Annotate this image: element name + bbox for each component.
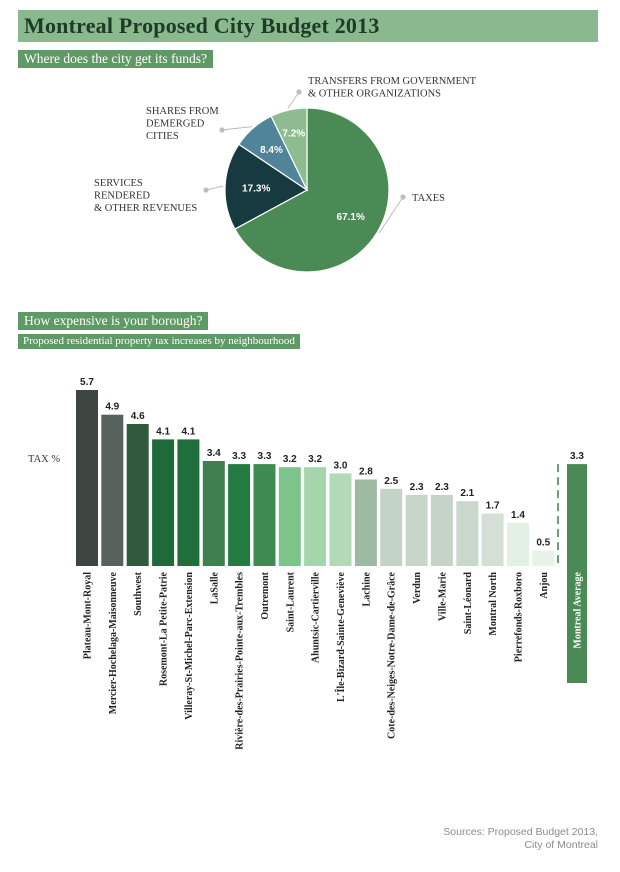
bar-14	[430, 495, 453, 566]
average-bar-label: Montreal Average	[573, 571, 584, 648]
bar-value-label-6: 3.3	[232, 451, 246, 462]
bar-9	[304, 467, 327, 566]
bar-category-label-0: Plateau-Mont-Royal	[83, 572, 94, 659]
bar-value-label-0: 5.7	[80, 377, 94, 388]
bar-category-label-13: Verdun	[412, 572, 423, 604]
bar-category-label-4: Villeray-St-Michel-Parc-Extension	[184, 572, 195, 720]
bar-value-label-12: 2.5	[384, 476, 398, 487]
bar-category-label-11: Lachine	[361, 571, 372, 606]
bar-chart: 5.7 Plateau-Mont-Royal 4.9 Mercier-Hochelag…	[28, 377, 587, 750]
bar-value-label-4: 4.1	[181, 426, 195, 437]
bar-17	[507, 522, 529, 566]
pie-slice-3	[270, 107, 308, 191]
bar-3	[152, 439, 175, 566]
bar-16	[481, 513, 504, 566]
average-bar	[567, 464, 587, 683]
sources-note: Sources: Proposed Budget 2013, City of M…	[443, 826, 598, 852]
pie-heading: Where does the city get its funds?	[18, 50, 213, 68]
bar-value-label-17: 1.4	[511, 510, 525, 521]
bar-4	[177, 439, 200, 566]
y-axis-label: TAX %	[28, 454, 60, 465]
pie-leader-dot-2	[219, 127, 225, 133]
sources-line-1: Sources: Proposed Budget 2013,	[443, 826, 598, 838]
bar-heading: How expensive is your borough?	[18, 312, 209, 330]
pie-leader-line-0	[378, 196, 404, 234]
bar-2	[126, 424, 149, 566]
pie-category-label-0: TAXES	[412, 193, 445, 204]
pie-slice-0	[234, 107, 390, 273]
bar-5	[202, 461, 225, 566]
bar-category-label-6: Rivière-des-Prairies-Pointe-aux-Trembles	[235, 572, 246, 750]
bar-8	[278, 467, 301, 566]
bar-value-label-7: 3.3	[258, 451, 272, 462]
bar-value-label-15: 2.1	[460, 488, 474, 499]
bar-category-label-16: Montral North	[488, 572, 499, 636]
bar-value-label-13: 2.3	[410, 482, 424, 493]
pie-value-label-3: 7.2%	[282, 129, 305, 140]
bar-15	[456, 501, 479, 566]
pie-category-label-1: SERVICES RENDERED & OTHER REVENUES	[94, 178, 197, 214]
bar-0	[76, 390, 98, 566]
pie-value-label-1: 17.3%	[242, 184, 270, 195]
pie-slice-1	[224, 143, 309, 230]
bar-category-label-15: Saint-Léonard	[463, 572, 474, 635]
pie-chart: 67.1% TAXES 17.3% SERVICES RENDERED & OTHER R…	[94, 76, 477, 273]
bar-value-label-10: 3.0	[334, 460, 348, 471]
pie-value-label-2: 8.4%	[260, 145, 283, 156]
bar-10	[329, 473, 352, 566]
bar-value-label-14: 2.3	[435, 482, 449, 493]
pie-leader-dot-1	[203, 187, 209, 193]
pie-leader-dot-3	[296, 89, 302, 95]
bar-category-label-2: Southwest	[133, 571, 144, 616]
bar-category-label-10: L'Île-Bizard-Sainte-Geneviève	[335, 571, 347, 702]
bar-12	[380, 488, 403, 566]
bar-category-label-17: Pierrefonds-Roxboro	[514, 572, 525, 662]
bar-value-label-3: 4.1	[156, 426, 170, 437]
bar-1	[101, 414, 124, 566]
bar-value-label-16: 1.7	[486, 501, 500, 512]
bar-value-label-1: 4.9	[105, 402, 119, 413]
bar-category-label-9: Ahuntsic-Cartierville	[311, 571, 322, 663]
pie-category-label-3: TRANSFERS FROM GOVERNMENT & OTHER ORGANIZ…	[308, 76, 477, 100]
bar-category-label-14: Ville-Marie	[437, 571, 448, 621]
pie-value-label-0: 67.1%	[337, 212, 365, 223]
bar-category-label-18: Anjou	[539, 572, 550, 599]
pie-leader-dot-0	[400, 194, 406, 200]
bar-value-label-2: 4.6	[131, 411, 145, 422]
bar-11	[354, 479, 377, 566]
page-title: Montreal Proposed City Budget 2013	[24, 13, 380, 38]
bar-category-label-5: LaSalle	[209, 571, 220, 604]
bar-13	[405, 495, 428, 566]
bar-category-label-12: Cote-des-Neiges-Notre-Dame-de-Grâce	[387, 571, 398, 739]
bar-value-label-9: 3.2	[308, 454, 322, 465]
pie-leader-line-3	[287, 91, 300, 109]
bar-value-label-11: 2.8	[359, 467, 373, 478]
bar-subheading: Proposed residential property tax increa…	[18, 334, 300, 349]
sources-line-2: City of Montreal	[524, 839, 598, 851]
average-value-label: 3.3	[570, 451, 584, 462]
bar-value-label-5: 3.4	[207, 448, 221, 459]
bar-value-label-18: 0.5	[536, 538, 550, 549]
pie-leader-line-1	[205, 185, 224, 191]
bar-category-label-7: Outremont	[260, 571, 271, 619]
bar-7	[253, 464, 276, 566]
bar-value-label-8: 3.2	[283, 454, 297, 465]
pie-category-label-2: SHARES FROM DEMERGED CITIES	[146, 106, 219, 142]
bar-category-label-3: Rosemont-La Petite-Patrie	[159, 571, 170, 686]
bar-6	[228, 464, 251, 566]
pie-leader-line-2	[221, 126, 252, 131]
title-bar: Montreal Proposed City Budget 2013	[18, 10, 598, 42]
bar-18	[532, 550, 555, 566]
bar-category-label-8: Saint-Laurent	[285, 571, 296, 632]
bar-category-label-1: Mercier-Hochelaga-Maisonneuve	[108, 571, 119, 714]
